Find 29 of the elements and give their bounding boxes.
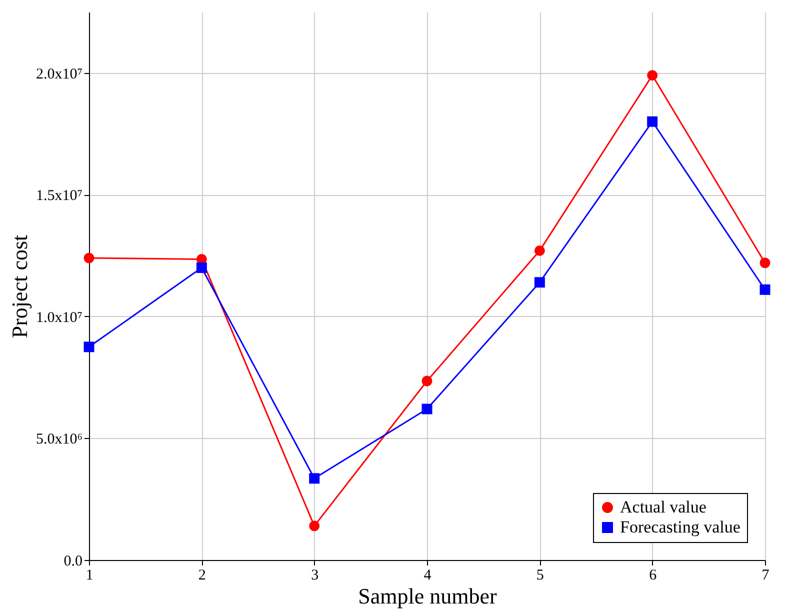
y-tick-label: 1.0x10⁷ bbox=[36, 310, 82, 326]
point bbox=[309, 473, 320, 484]
point bbox=[534, 277, 545, 288]
point bbox=[196, 262, 207, 273]
point bbox=[760, 258, 770, 268]
x-tick-label: 4 bbox=[424, 568, 432, 584]
point bbox=[84, 252, 94, 264]
point bbox=[647, 116, 658, 127]
x-tick-label: 2 bbox=[198, 568, 206, 584]
y-tick-label: 2.0x10⁷ bbox=[36, 66, 82, 82]
point bbox=[760, 284, 770, 295]
x-axis-title: Sample number bbox=[358, 584, 498, 608]
legend-label: Forecasting value bbox=[620, 518, 740, 536]
point bbox=[534, 245, 545, 256]
x-tick-label: 5 bbox=[536, 568, 544, 584]
x-tick-label: 6 bbox=[649, 568, 658, 584]
x-tick-label: 7 bbox=[762, 568, 770, 584]
x-tick-label: 1 bbox=[86, 568, 94, 584]
legend-label: Actual value bbox=[620, 498, 706, 516]
point bbox=[309, 520, 320, 532]
y-tick-label: 0.0 bbox=[64, 554, 82, 570]
y-axis-title: Project cost bbox=[7, 234, 32, 338]
point bbox=[422, 376, 432, 386]
point bbox=[422, 404, 432, 414]
x-tick-label: 3 bbox=[311, 568, 319, 584]
point bbox=[647, 70, 658, 81]
y-tick-label: 1.5x10⁷ bbox=[36, 188, 82, 204]
y-tick-label: 5.0x10⁶ bbox=[36, 432, 82, 448]
point bbox=[84, 342, 94, 352]
